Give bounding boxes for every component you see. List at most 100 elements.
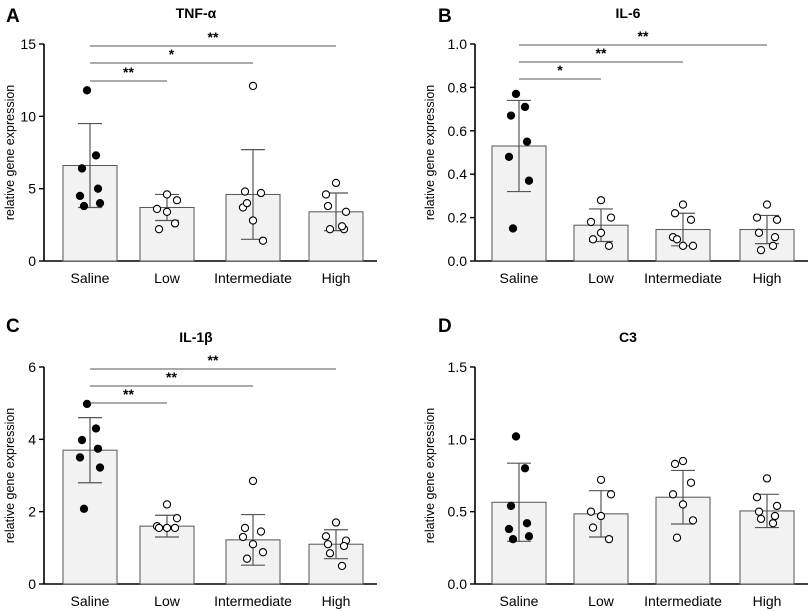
data-point — [506, 501, 516, 511]
y-tick-label: 0.2 — [448, 210, 468, 226]
data-point — [341, 207, 351, 216]
data-point — [331, 518, 341, 527]
y-tick-label: 1.0 — [448, 431, 468, 447]
data-point — [596, 475, 606, 484]
x-tick-label: Low — [588, 593, 615, 609]
data-point — [756, 514, 766, 524]
y-tick-label: 0.6 — [448, 123, 468, 139]
data-point — [596, 196, 606, 205]
significance-label: ** — [638, 28, 649, 44]
data-point — [524, 176, 534, 185]
significance-label: ** — [123, 386, 134, 402]
data-point — [162, 500, 172, 509]
data-point — [256, 188, 266, 198]
chart-title: TNF-α — [176, 5, 217, 21]
data-point — [678, 456, 688, 466]
data-point — [240, 187, 250, 196]
significance-label: ** — [208, 29, 219, 45]
data-point — [248, 216, 258, 225]
data-point — [240, 523, 250, 533]
data-point — [596, 511, 606, 521]
data-point — [511, 432, 521, 441]
y-axis-label: relative gene expression — [3, 85, 17, 221]
data-point — [772, 215, 782, 224]
data-point — [511, 89, 521, 99]
significance-label: * — [557, 62, 563, 78]
data-point — [91, 151, 101, 160]
data-point — [506, 111, 516, 120]
y-tick-label: 5 — [28, 181, 36, 197]
data-point — [77, 164, 87, 173]
data-point — [79, 504, 89, 513]
data-point — [91, 424, 101, 433]
data-point — [323, 540, 333, 549]
data-point — [668, 490, 678, 499]
panel-letter: C — [6, 316, 20, 337]
data-point — [596, 228, 606, 237]
x-tick-label: High — [322, 593, 351, 609]
x-tick-label: Low — [154, 593, 181, 609]
data-point — [162, 523, 172, 533]
data-point — [170, 219, 180, 228]
data-point — [258, 548, 268, 557]
data-point — [768, 519, 778, 528]
y-tick-label: 4 — [28, 431, 36, 447]
data-point — [762, 474, 772, 483]
data-point — [75, 453, 85, 462]
data-point — [672, 533, 682, 542]
data-point — [162, 190, 172, 199]
x-tick-label: High — [753, 593, 782, 609]
y-tick-label: 0.5 — [448, 504, 468, 520]
data-point — [520, 102, 530, 112]
data-point — [172, 514, 182, 523]
data-point — [588, 235, 598, 244]
data-point — [754, 507, 764, 516]
data-point — [586, 507, 596, 516]
x-tick-label: Saline — [500, 270, 539, 286]
data-point — [752, 493, 762, 502]
data-point — [95, 198, 105, 208]
panel-c: C IL-1β relative gene expression 0 2 4 6 Saline… — [3, 316, 377, 609]
y-tick-label: 15 — [20, 36, 36, 52]
panel-d: D C3 relative gene expression 0.0 0.5 1.0 1.5 S… — [423, 316, 808, 609]
data-point — [678, 500, 688, 509]
data-point — [154, 225, 164, 234]
data-point — [606, 213, 616, 222]
x-tick-label: Low — [588, 270, 615, 286]
data-point — [508, 224, 518, 233]
data-point — [248, 540, 258, 549]
x-tick-label: High — [753, 270, 782, 286]
x-tick-label: High — [322, 270, 351, 286]
y-tick-label: 1.0 — [448, 36, 468, 52]
data-point — [686, 215, 696, 224]
data-point — [238, 532, 248, 542]
data-point — [504, 152, 514, 161]
y-tick-label: 0 — [28, 576, 36, 592]
data-point — [77, 435, 87, 445]
panel-letter: A — [6, 6, 20, 27]
data-point — [325, 549, 335, 558]
data-point — [75, 191, 85, 201]
y-tick-label: 0.4 — [448, 166, 468, 182]
data-point — [770, 232, 780, 242]
data-point — [686, 478, 696, 487]
data-point — [82, 86, 92, 95]
data-point — [688, 241, 698, 250]
data-point — [162, 207, 172, 216]
chart-title: C3 — [619, 329, 637, 345]
y-tick-label: 1.5 — [448, 359, 468, 375]
x-tick-label: Intermediate — [214, 593, 292, 609]
data-point — [337, 222, 347, 231]
significance-label: * — [169, 46, 175, 62]
data-point — [672, 235, 682, 244]
data-point — [688, 516, 698, 525]
data-point — [770, 511, 780, 521]
data-point — [588, 523, 598, 532]
data-point — [242, 554, 252, 563]
y-axis-label: relative gene expression — [423, 408, 437, 544]
x-tick-label: Intermediate — [644, 593, 722, 609]
data-point — [752, 213, 762, 222]
data-point — [604, 535, 614, 544]
y-tick-label: 0 — [28, 253, 36, 269]
data-point — [606, 490, 616, 499]
